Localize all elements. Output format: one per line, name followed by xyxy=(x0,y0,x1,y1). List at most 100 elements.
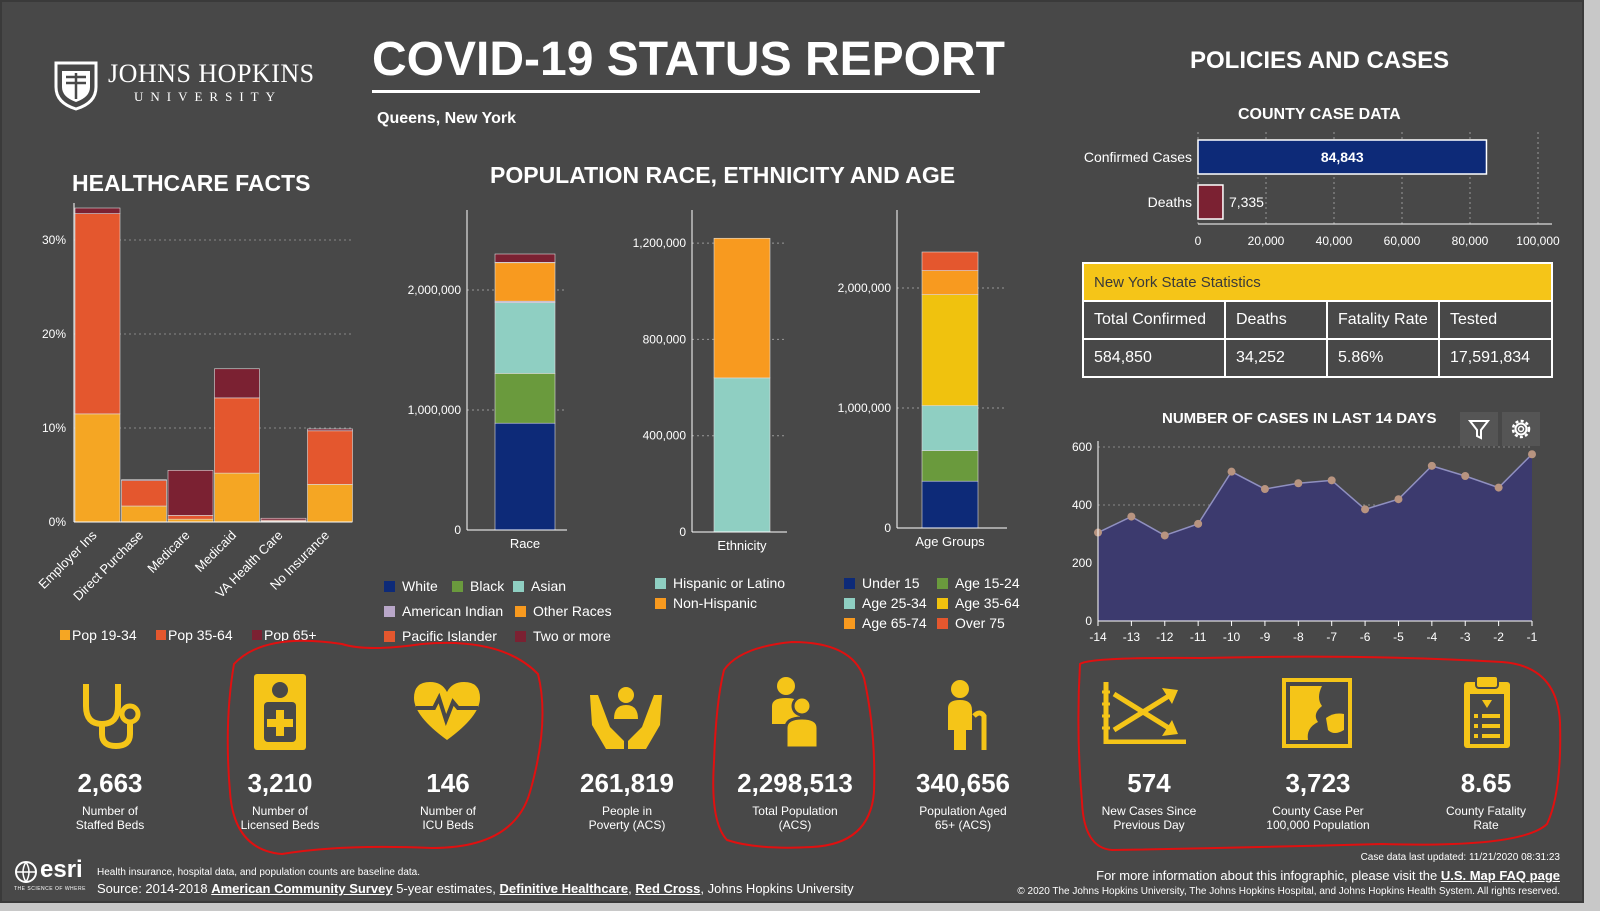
data-point xyxy=(1461,472,1470,480)
filter-button[interactable] xyxy=(1460,412,1498,446)
x-tick-label: -10 xyxy=(1223,630,1241,644)
x-tick-label: 60,000 xyxy=(1384,234,1421,248)
x-tick-label: Medicare xyxy=(144,528,192,576)
swatch-age-65-74 xyxy=(844,617,855,629)
bar-segment xyxy=(214,397,260,474)
stat-value: 2,663 xyxy=(77,768,143,798)
bar-segment xyxy=(494,253,556,263)
faq-link[interactable]: U.S. Map FAQ page xyxy=(1440,868,1560,883)
title-underline xyxy=(372,90,980,93)
cases14-title: NUMBER OF CASES IN LAST 14 DAYS xyxy=(1162,410,1437,427)
y-tick-label: 1,000,000 xyxy=(408,403,462,417)
bar-segment xyxy=(494,422,556,531)
y-tick-label: 400,000 xyxy=(643,429,687,443)
legend-label: Non-Hispanic xyxy=(673,595,758,611)
y-tick-label: 1,200,000 xyxy=(633,236,687,250)
legend-label: Black xyxy=(470,578,505,594)
data-point xyxy=(1227,467,1236,476)
source-suffix: , Johns Hopkins University xyxy=(700,881,854,896)
stat-value: 146 xyxy=(426,768,470,798)
source-prefix: Source: 2014-2018 xyxy=(97,881,208,896)
swatch-age-25-34 xyxy=(844,597,855,609)
bar-segment xyxy=(121,480,167,507)
bar-segment xyxy=(921,270,979,295)
legend-age-25-34: Age 25-34 xyxy=(844,595,927,611)
elderly-person-icon xyxy=(948,680,987,750)
data-point xyxy=(1427,461,1436,470)
bar-segment xyxy=(713,237,771,379)
swatch-american-indian xyxy=(384,605,395,617)
legend-age-15-24: Age 15-24 xyxy=(937,575,1020,591)
stat-label: New Cases Since Previous Day xyxy=(1064,804,1234,832)
bar-segment xyxy=(494,302,556,374)
stat-label-line: Number of xyxy=(419,804,477,818)
bar-segment xyxy=(921,294,979,406)
x-tick-label: -3 xyxy=(1460,630,1471,644)
legend-label: Over 75 xyxy=(955,615,1005,631)
acs-link[interactable]: American Community Survey xyxy=(211,881,393,896)
stat-value: 3,210 xyxy=(247,768,313,798)
legend-label: Other Races xyxy=(533,603,612,619)
stat-label-line: People in xyxy=(601,804,653,818)
bar-segment xyxy=(214,368,260,399)
stat-label-line: Licensed Beds xyxy=(240,818,320,832)
cases14-chart: 0 200 400 600 -14 -13 -12 -11 -10 -9 -8 -7 -6 -5 -4 -3 -… xyxy=(1072,440,1538,644)
ny-stats-header: New York State Statistics xyxy=(1082,262,1553,302)
legend-label: Pop 35-64 xyxy=(168,627,233,643)
stat-label: Total Population (ACS) xyxy=(710,804,880,832)
legend-white: White xyxy=(384,578,438,594)
y-tick-label: 800,000 xyxy=(643,332,687,346)
legend-age-65-74: Age 65-74 xyxy=(844,615,927,631)
stat-label-line: Number of xyxy=(81,804,139,818)
ny-stats-value-row: 584,850 34,252 5.86% 17,591,834 xyxy=(1082,338,1553,378)
bar-segment xyxy=(307,428,353,432)
legend-hispanic: Hispanic or Latino xyxy=(655,575,785,591)
legend-label: White xyxy=(402,578,438,594)
footer-note: Health insurance, hospital data, and pop… xyxy=(97,867,421,878)
ethnicity-chart: 0 400,000 800,000 1,200,000 Ethnicity xyxy=(633,210,787,553)
jhu-logo: JOHNS HOPKINS UNIVERSITY xyxy=(52,57,332,117)
gear-icon xyxy=(1511,419,1531,439)
globe-icon xyxy=(15,861,37,883)
y-tick-label: 200 xyxy=(1072,556,1092,570)
x-tick-label: -9 xyxy=(1260,630,1271,644)
y-tick-label: 1,000,000 xyxy=(838,401,892,415)
stat-label-line: (ACS) xyxy=(778,818,812,832)
ny-value-cell: 34,252 xyxy=(1224,338,1328,378)
swatch-age-15-24 xyxy=(937,577,948,589)
y-tick-label: 2,000,000 xyxy=(408,283,462,297)
legend-over-75: Over 75 xyxy=(937,615,1005,631)
bar-segment xyxy=(74,207,121,214)
legend-label: Pop 19-34 xyxy=(72,627,137,643)
stat-value: 574 xyxy=(1127,768,1171,798)
x-tick-label: 80,000 xyxy=(1452,234,1489,248)
bar-segment xyxy=(121,505,167,523)
bar-segment xyxy=(214,472,260,523)
red-cross-link[interactable]: Red Cross xyxy=(635,881,701,896)
ny-header-cell: Total Confirmed xyxy=(1082,300,1226,340)
x-axis-label: Race xyxy=(510,536,540,551)
data-point xyxy=(1361,505,1370,514)
legend-label: Age 25-34 xyxy=(862,595,927,611)
category-label: Deaths xyxy=(1148,194,1192,210)
y-tick-label: 10% xyxy=(42,421,66,435)
legend-non-hispanic: Non-Hispanic xyxy=(655,595,757,611)
filter-icon xyxy=(1467,420,1491,440)
bar-segment xyxy=(167,469,214,516)
x-tick-label: 0 xyxy=(1195,234,1202,248)
legend-label: Pop 65+ xyxy=(264,627,317,643)
jhu-name: JOHNS HOPKINS xyxy=(108,59,315,88)
legend-two-or-more: Two or more xyxy=(515,628,611,644)
settings-button[interactable] xyxy=(1502,412,1540,446)
more-info: For more information about this infograp… xyxy=(1096,868,1560,883)
location-label: Queens, New York xyxy=(377,110,517,127)
stat-label-line: Poverty (ACS) xyxy=(588,818,666,832)
stat-label: Number of Licensed Beds xyxy=(195,804,365,832)
bar-segment xyxy=(921,450,979,482)
definitive-healthcare-link[interactable]: Definitive Healthcare xyxy=(499,881,629,896)
y-tick-label: 0% xyxy=(49,515,67,529)
ny-stats-header-row: Total Confirmed Deaths Fatality Rate Tes… xyxy=(1082,300,1553,340)
healthcare-title: HEALTHCARE FACTS xyxy=(72,170,311,196)
y-tick-label: 600 xyxy=(1072,440,1092,454)
